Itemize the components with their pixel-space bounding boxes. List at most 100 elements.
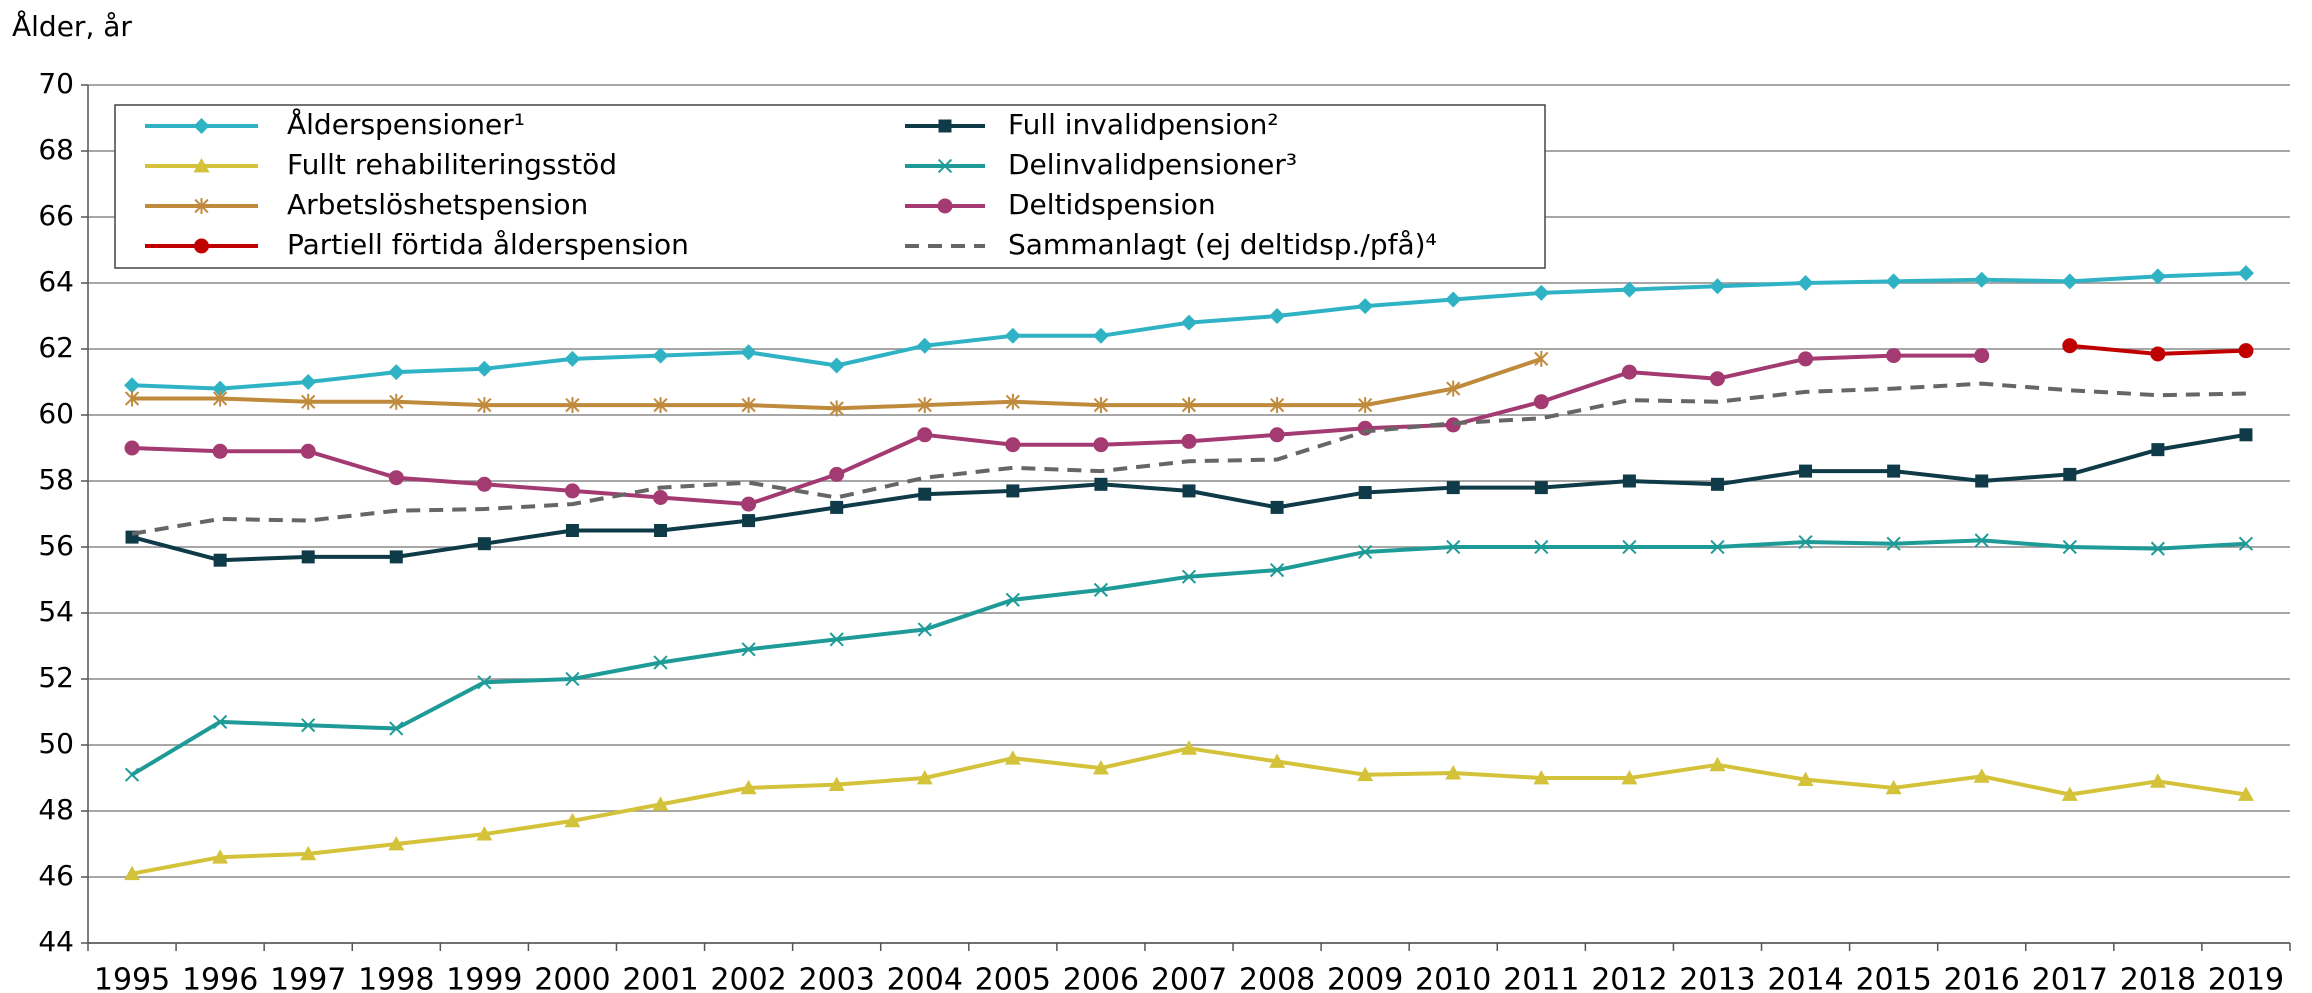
marker — [1887, 464, 1901, 478]
marker — [1181, 397, 1197, 414]
marker — [740, 344, 757, 361]
marker — [213, 553, 227, 567]
marker — [1094, 477, 1108, 491]
marker — [1093, 437, 1109, 453]
x-tick-label: 2003 — [799, 963, 875, 993]
x-tick-label: 2018 — [2120, 963, 2196, 993]
series-line — [131, 353, 1982, 507]
marker — [1799, 464, 1813, 478]
marker — [653, 655, 668, 670]
marker-stroke — [1710, 539, 1725, 555]
x-tick-label: 2013 — [1679, 963, 1755, 993]
marker — [1181, 433, 1197, 449]
x-tick-label: 2015 — [1855, 963, 1931, 993]
marker — [300, 374, 317, 390]
marker — [1093, 397, 1109, 414]
marker — [1709, 278, 1726, 295]
marker — [741, 642, 756, 657]
marker — [1446, 380, 1461, 397]
marker — [1621, 364, 1637, 380]
y-tick-label: 46 — [38, 859, 74, 892]
marker — [1005, 437, 1021, 453]
y-tick-label: 58 — [38, 463, 74, 496]
marker — [212, 849, 229, 864]
marker — [742, 514, 756, 528]
marker — [652, 796, 669, 811]
marker — [1092, 327, 1109, 344]
marker-stroke — [1181, 569, 1197, 584]
marker-stroke — [213, 714, 228, 730]
marker-stroke — [829, 632, 844, 647]
x-tick-label: 2008 — [1239, 963, 1315, 993]
marker-stroke — [1446, 539, 1461, 555]
marker-stroke — [1798, 534, 1813, 550]
marker — [565, 397, 580, 414]
marker — [1358, 397, 1373, 414]
marker — [653, 490, 669, 505]
series-line — [131, 271, 2247, 391]
marker-stroke — [1269, 562, 1285, 578]
marker — [2237, 265, 2254, 282]
marker — [1182, 484, 1196, 498]
x-tick-label: 1999 — [446, 963, 522, 993]
marker — [1269, 753, 1286, 768]
marker — [1006, 484, 1020, 498]
marker — [564, 812, 581, 828]
marker — [476, 360, 493, 377]
y-tick-label: 48 — [38, 793, 74, 826]
marker — [917, 622, 932, 637]
marker — [1446, 539, 1461, 555]
y-tick-label: 64 — [38, 265, 74, 298]
marker — [1974, 533, 1989, 548]
marker — [918, 487, 932, 501]
x-tick-label: 1996 — [182, 963, 258, 993]
marker — [389, 393, 404, 410]
marker-stroke — [301, 718, 316, 733]
marker — [1357, 766, 1374, 782]
marker — [2063, 467, 2077, 481]
x-tick-label: 2002 — [710, 963, 786, 993]
marker-stroke — [1358, 544, 1373, 560]
x-tick-label: 2012 — [1591, 963, 1667, 993]
marker — [653, 397, 668, 414]
marker — [300, 443, 316, 459]
marker — [389, 721, 404, 736]
marker — [740, 779, 757, 795]
marker — [1357, 298, 1374, 315]
marker-stroke — [1974, 533, 1989, 548]
legend-label: Partiell förtida ålderspension — [287, 228, 689, 261]
marker — [1534, 539, 1549, 555]
marker — [565, 671, 580, 687]
legend-label: Arbetslöshetspension — [287, 188, 588, 221]
marker — [1886, 536, 1901, 551]
marker — [194, 198, 209, 214]
x-tick-label: 2016 — [1944, 963, 2020, 993]
marker — [124, 440, 140, 456]
x-tick-label: 2017 — [2032, 963, 2108, 993]
marker — [937, 198, 953, 214]
marker — [1798, 534, 1813, 550]
marker — [565, 524, 579, 537]
marker-stroke — [1534, 539, 1549, 555]
marker-stroke — [124, 767, 140, 782]
y-tick-label: 62 — [38, 331, 74, 364]
marker — [1886, 348, 1902, 364]
y-tick-label: 68 — [38, 133, 74, 166]
marker-stroke — [653, 655, 668, 670]
marker — [1269, 397, 1285, 414]
marker — [1181, 569, 1197, 584]
marker — [124, 377, 141, 394]
marker — [938, 119, 952, 133]
marker — [1445, 291, 1462, 308]
x-tick-label: 2001 — [622, 963, 698, 993]
x-tick-label: 2010 — [1415, 963, 1491, 993]
x-tick-label: 1998 — [358, 963, 434, 993]
marker — [564, 350, 581, 367]
legend-label: Sammanlagt (ej deltidsp./pfå)⁴ — [1008, 228, 1437, 261]
marker-stroke — [1622, 539, 1637, 555]
marker — [124, 390, 140, 407]
marker — [2149, 773, 2166, 788]
marker — [654, 524, 668, 537]
marker — [389, 550, 403, 564]
marker — [301, 718, 316, 733]
